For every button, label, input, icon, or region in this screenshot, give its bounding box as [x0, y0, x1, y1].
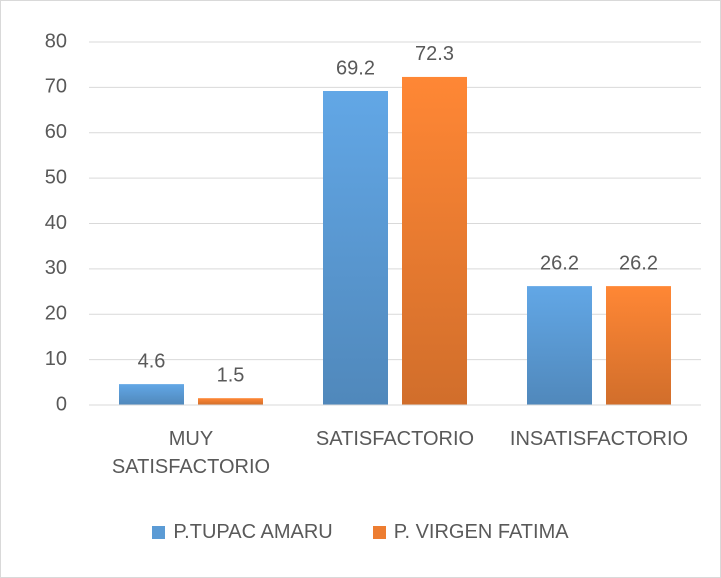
data-label: 26.2: [619, 252, 658, 274]
legend-swatch: [152, 526, 166, 539]
legend-item: P.TUPAC AMARU: [152, 521, 333, 544]
y-tick-label: 60: [45, 121, 67, 143]
y-tick-label: 10: [45, 348, 67, 370]
data-label: 69.2: [336, 57, 375, 79]
legend: P.TUPAC AMARU P. VIRGEN FATIMA: [1, 521, 720, 544]
data-label: 26.2: [540, 252, 579, 274]
y-tick-label: 80: [45, 30, 67, 52]
bar: [198, 398, 263, 405]
legend-label: P. VIRGEN FATIMA: [393, 521, 569, 543]
bar: [323, 91, 388, 405]
data-label: 72.3: [415, 43, 454, 65]
y-tick-label: 50: [45, 166, 67, 188]
bar: [606, 286, 671, 405]
y-tick-label: 0: [56, 393, 67, 415]
legend-swatch: [372, 526, 386, 539]
y-tick-label: 70: [45, 76, 67, 98]
bar: [119, 384, 184, 405]
bar: [527, 286, 592, 405]
bar: [402, 76, 467, 405]
data-label: 1.5: [217, 364, 245, 386]
legend-label: P.TUPAC AMARU: [173, 521, 333, 543]
x-tick-label: INSATISFACTORIO: [509, 428, 689, 450]
data-label: 4.6: [138, 350, 166, 372]
legend-item: P. VIRGEN FATIMA: [372, 521, 569, 544]
y-tick-label: 20: [45, 303, 67, 325]
y-tick-label: 30: [45, 257, 67, 279]
x-tick-label: MUY SATISFACTORIO: [111, 428, 271, 478]
y-tick-label: 40: [45, 212, 67, 234]
x-tick-label: SATISFACTORIO: [315, 428, 475, 450]
